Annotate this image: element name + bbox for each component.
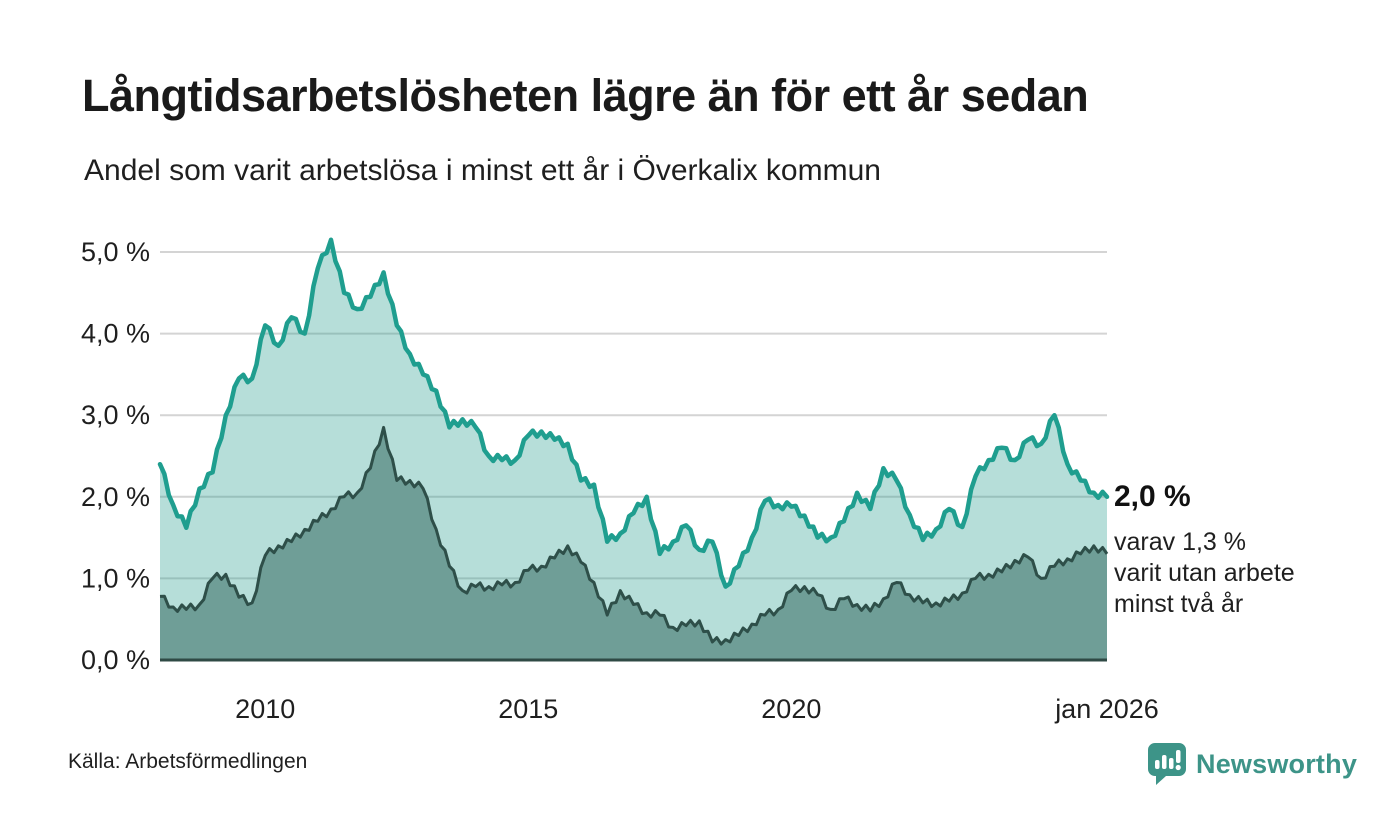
speech-bubble-bar-chart-icon (1148, 743, 1186, 785)
annotation-line-2: varit utan arbete (1114, 559, 1295, 587)
logo-wordmark: Newsworthy (1196, 748, 1358, 779)
y-axis-tick-label: 0,0 % (81, 645, 150, 675)
source-label: Källa: Arbetsförmedlingen (68, 750, 308, 773)
y-axis-tick-label: 3,0 % (81, 400, 150, 430)
annotation-line-1: varav 1,3 % (1114, 528, 1247, 556)
y-axis-tick-label: 2,0 % (81, 482, 150, 512)
latest-value-label: 2,0 % (1114, 480, 1191, 513)
line-unemployed-two-years (159, 425, 1109, 646)
y-axis-tick-label: 1,0 % (81, 563, 150, 593)
page-title: Långtidsarbetslösheten lägre än för ett … (82, 70, 1089, 121)
x-axis-tick-label: jan 2026 (1054, 694, 1159, 724)
x-axis-tick-label: 2015 (498, 694, 558, 724)
newsworthy-logo: Newsworthy (1146, 742, 1357, 786)
annotation-line-3: minst två år (1114, 590, 1244, 618)
x-axis-tick-label: 2020 (761, 694, 821, 724)
annotation-text: varav 1,3 % varit utan arbete minst två … (1114, 527, 1295, 620)
page-subtitle: Andel som varit arbetslösa i minst ett å… (84, 154, 881, 187)
area-unemployed-two-years (160, 427, 1107, 660)
line-unemployed-one-year (157, 237, 1110, 589)
x-axis-tick-label: 2010 (235, 694, 295, 724)
y-axis-tick-label: 5,0 % (81, 237, 150, 267)
y-axis-tick-label: 4,0 % (81, 319, 150, 349)
